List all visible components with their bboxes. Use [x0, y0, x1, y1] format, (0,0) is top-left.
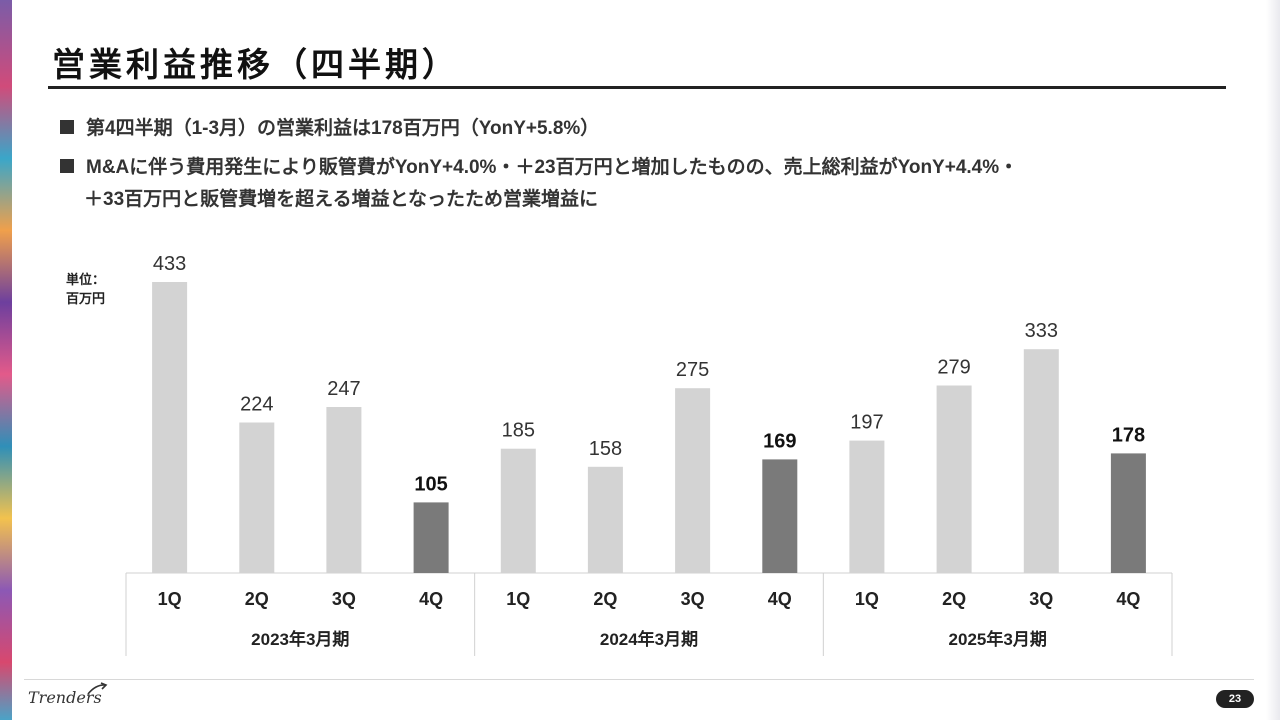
data-label: 247 — [327, 378, 360, 400]
data-label: 185 — [502, 420, 535, 442]
company-logo: Trenders — [28, 682, 108, 707]
chart-bar — [413, 502, 449, 573]
logo-text: Trenders — [28, 688, 102, 707]
title-underline — [48, 86, 1226, 89]
unit-label-line2: 百万円 — [66, 291, 106, 306]
chart-bar — [326, 407, 362, 573]
decorative-edge-right — [1266, 0, 1280, 720]
bullet-1: 第4四半期（1-3月）の営業利益は178百万円（YonY+5.8%） — [60, 113, 599, 140]
data-label: 433 — [153, 253, 186, 275]
x-tick-label: 3Q — [1029, 589, 1053, 609]
chart-bar — [239, 422, 275, 573]
data-label: 275 — [676, 359, 709, 381]
bullet-2: M&Aに伴う費用発生により販管費がYonY+4.0%・＋23百万円と増加したもの… — [60, 152, 1018, 179]
x-tick-label: 3Q — [681, 589, 705, 609]
chart-bar — [500, 448, 536, 573]
x-tick-label: 2Q — [245, 589, 269, 609]
x-tick-label: 4Q — [419, 589, 443, 609]
chart-bar — [1110, 453, 1146, 573]
decorative-edge-left — [0, 0, 12, 720]
x-tick-label: 3Q — [332, 589, 356, 609]
chart-bar — [152, 282, 188, 573]
data-label: 197 — [850, 412, 883, 434]
x-tick-label: 1Q — [158, 589, 182, 609]
x-tick-label: 2Q — [942, 589, 966, 609]
data-label: 224 — [240, 394, 273, 416]
bullet-square-icon — [60, 120, 74, 134]
chart-bar — [936, 385, 972, 573]
data-label: 333 — [1025, 320, 1058, 342]
chart-bar — [587, 466, 623, 573]
bullet-1-text: 第4四半期（1-3月）の営業利益は178百万円（YonY+5.8%） — [86, 118, 600, 139]
logo-arrow-icon — [87, 682, 108, 695]
chart-bar — [1023, 349, 1059, 573]
bullet-2-text: M&Aに伴う費用発生により販管費がYonY+4.0%・＋23百万円と増加したもの… — [86, 157, 1019, 178]
fiscal-year-label: 2024年3月期 — [600, 629, 698, 649]
page-number-badge: 23 — [1216, 690, 1254, 708]
data-label: 178 — [1112, 424, 1145, 446]
bullet-square-icon — [60, 159, 74, 173]
unit-label-line1: 単位： — [66, 272, 106, 287]
footer-divider — [24, 679, 1254, 680]
chart-bar — [849, 440, 885, 573]
fiscal-year-label: 2025年3月期 — [949, 629, 1047, 649]
x-tick-label: 1Q — [506, 589, 530, 609]
page-title: 営業利益推移（四半期） — [52, 46, 459, 83]
x-tick-label: 4Q — [1116, 589, 1140, 609]
x-tick-label: 2Q — [593, 589, 617, 609]
data-label: 169 — [763, 430, 796, 452]
x-tick-label: 4Q — [768, 589, 792, 609]
bullet-2-continuation: ＋33百万円と販管費増を超える増益となったため営業増益に — [84, 189, 598, 210]
chart-bar — [675, 388, 711, 573]
fiscal-year-label: 2023年3月期 — [251, 629, 349, 649]
data-label: 158 — [589, 438, 622, 460]
data-label: 105 — [414, 473, 447, 495]
x-tick-label: 1Q — [855, 589, 879, 609]
unit-label: 単位： 百万円 — [66, 270, 126, 308]
chart-bar — [762, 459, 798, 573]
data-label: 279 — [937, 357, 970, 379]
